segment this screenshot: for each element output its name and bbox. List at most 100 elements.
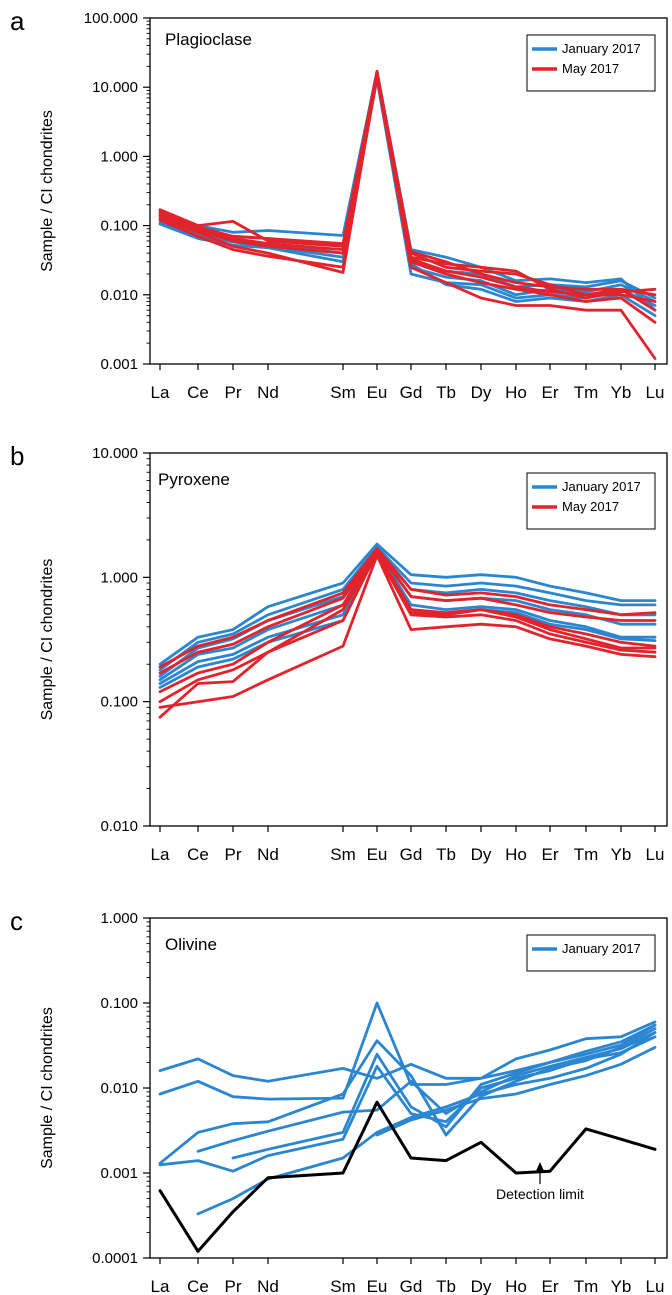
panel-b: b 0.010 0.100 1.000 10.000 Sample / CI chondr… xyxy=(10,441,668,864)
x-axis: La Ce Pr Nd Sm Eu Gd Tb Dy Ho Er Tm Yb Lu xyxy=(151,364,665,402)
y-axis-label: Sample / CI chondrites xyxy=(39,1007,56,1169)
legend-label: May 2017 xyxy=(562,61,619,76)
y-tick-label: 0.100 xyxy=(100,995,138,1012)
y-tick-label: 1.000 xyxy=(100,569,138,586)
y-tick-label: 1.000 xyxy=(100,910,138,927)
x-tick-label-gd: Gd xyxy=(400,845,423,864)
legend: January 2017 May 2017 xyxy=(526,472,656,530)
x-tick-label-sm: Sm xyxy=(330,383,356,402)
series-line-january-4 xyxy=(231,1023,657,1160)
y-tick-label: 0.100 xyxy=(100,218,138,235)
x-tick-label-lu: Lu xyxy=(646,845,665,864)
x-tick-label-pr: Pr xyxy=(225,845,242,864)
series-line-may-6 xyxy=(158,547,657,669)
x-tick-label-ho: Ho xyxy=(505,383,527,402)
series-line-may-10 xyxy=(158,554,657,709)
series-line-january-3 xyxy=(158,69,657,312)
x-tick-label-la: La xyxy=(151,383,170,402)
panel-letter: a xyxy=(10,6,25,36)
x-tick-label-pr: Pr xyxy=(225,1277,242,1295)
series-line-january-0 xyxy=(158,73,657,303)
x-tick-label-ce: Ce xyxy=(187,845,209,864)
series-line-january-0 xyxy=(158,1020,657,1083)
x-tick-label-ho: Ho xyxy=(505,845,527,864)
y-tick-label: 0.010 xyxy=(100,1080,138,1097)
series-line-may-7 xyxy=(158,73,657,324)
panel-a: a 0.001 0.010 0.100 1.000 10.000 100.000 Sample… xyxy=(10,6,668,402)
x-tick-label-la: La xyxy=(151,1277,170,1295)
x-tick-label-eu: Eu xyxy=(367,383,388,402)
x-tick-label-dy: Dy xyxy=(471,383,492,402)
y-tick-label: 0.001 xyxy=(100,1165,138,1182)
x-tick-label-nd: Nd xyxy=(257,845,279,864)
y-tick-label: 10.000 xyxy=(92,445,138,462)
legend: January 2017 May 2017 xyxy=(526,34,656,92)
x-tick-label-tm: Tm xyxy=(574,1277,599,1295)
x-tick-label-er: Er xyxy=(542,1277,559,1295)
legend-box xyxy=(526,472,656,530)
x-tick-label-ce: Ce xyxy=(187,1277,209,1295)
x-axis: La Ce Pr Nd Sm Eu Gd Tb Dy Ho Er Tm Yb Lu xyxy=(151,826,665,864)
detection-limit-label: Detection limit xyxy=(496,1186,584,1202)
x-tick-label-gd: Gd xyxy=(400,383,423,402)
series-line-may-11 xyxy=(158,550,657,719)
series-line-january-3 xyxy=(158,547,657,682)
y-axis: 0.010 0.100 1.000 10.000 xyxy=(92,445,150,835)
x-tick-label-eu: Eu xyxy=(367,1277,388,1295)
x-tick-label-eu: Eu xyxy=(367,845,388,864)
y-tick-label: 1.000 xyxy=(100,148,138,165)
series-line-january-1 xyxy=(158,77,657,307)
x-tick-label-tb: Tb xyxy=(436,383,456,402)
plot-frame xyxy=(149,452,668,827)
x-tick-label-ce: Ce xyxy=(187,383,209,402)
y-axis-label: Sample / CI chondrites xyxy=(39,559,56,721)
y-axis: 0.0001 0.001 0.010 0.100 1.000 xyxy=(92,910,150,1267)
series-group xyxy=(158,542,657,719)
x-tick-label-pr: Pr xyxy=(225,383,242,402)
x-tick-label-la: La xyxy=(151,845,170,864)
series-line-january-1 xyxy=(158,1001,657,1101)
panel-letter: c xyxy=(10,906,23,936)
panel-title: Plagioclase xyxy=(165,30,252,49)
legend: January 2017 xyxy=(526,934,656,972)
series-group xyxy=(158,69,657,360)
x-tick-label-lu: Lu xyxy=(646,383,665,402)
detection-limit-annotation: Detection limit xyxy=(496,1162,584,1202)
x-tick-label-yb: Yb xyxy=(611,1277,632,1295)
panel-letter: b xyxy=(10,441,24,471)
x-tick-label-tb: Tb xyxy=(436,1277,456,1295)
series-line-january-4 xyxy=(158,548,657,685)
y-tick-label: 10.000 xyxy=(92,79,138,96)
y-tick-label: 100.000 xyxy=(84,10,138,27)
series-line-may-6 xyxy=(158,69,657,300)
series-line-january-4 xyxy=(158,75,657,317)
x-axis: La Ce Pr Nd Sm Eu Gd Tb Dy Ho Er Tm Yb Lu xyxy=(151,1258,664,1295)
x-tick-label-nd: Nd xyxy=(257,383,279,402)
y-tick-label: 0.010 xyxy=(100,287,138,304)
x-tick-label-tm: Tm xyxy=(574,383,599,402)
y-tick-label: 0.010 xyxy=(100,818,138,835)
series-line-january-5 xyxy=(158,1035,657,1173)
series-line-may-10 xyxy=(158,73,657,303)
y-tick-label: 0.0001 xyxy=(92,1250,138,1267)
legend-label: January 2017 xyxy=(562,941,641,956)
legend-label: January 2017 xyxy=(562,41,641,56)
x-tick-label-ho: Ho xyxy=(505,1277,527,1295)
x-tick-label-sm: Sm xyxy=(330,1277,356,1295)
x-tick-label-tb: Tb xyxy=(436,845,456,864)
y-axis-label: Sample / CI chondrites xyxy=(39,110,56,272)
x-tick-label-er: Er xyxy=(542,383,559,402)
series-line-may-9 xyxy=(158,552,657,704)
series-line-january-0 xyxy=(158,542,657,666)
legend-label: January 2017 xyxy=(562,479,641,494)
x-tick-label-nd: Nd xyxy=(257,1277,279,1295)
x-tick-label-dy: Dy xyxy=(471,1277,492,1295)
x-tick-label-sm: Sm xyxy=(330,845,356,864)
legend-box xyxy=(526,34,656,92)
panel-c: c 0.0001 0.001 0.010 0.100 1.000 Sample / CI c… xyxy=(10,906,668,1295)
x-tick-label-yb: Yb xyxy=(611,845,632,864)
series-line-january-7 xyxy=(375,1046,657,1137)
x-tick-label-tm: Tm xyxy=(574,845,599,864)
series-line-january-3 xyxy=(196,1031,657,1153)
